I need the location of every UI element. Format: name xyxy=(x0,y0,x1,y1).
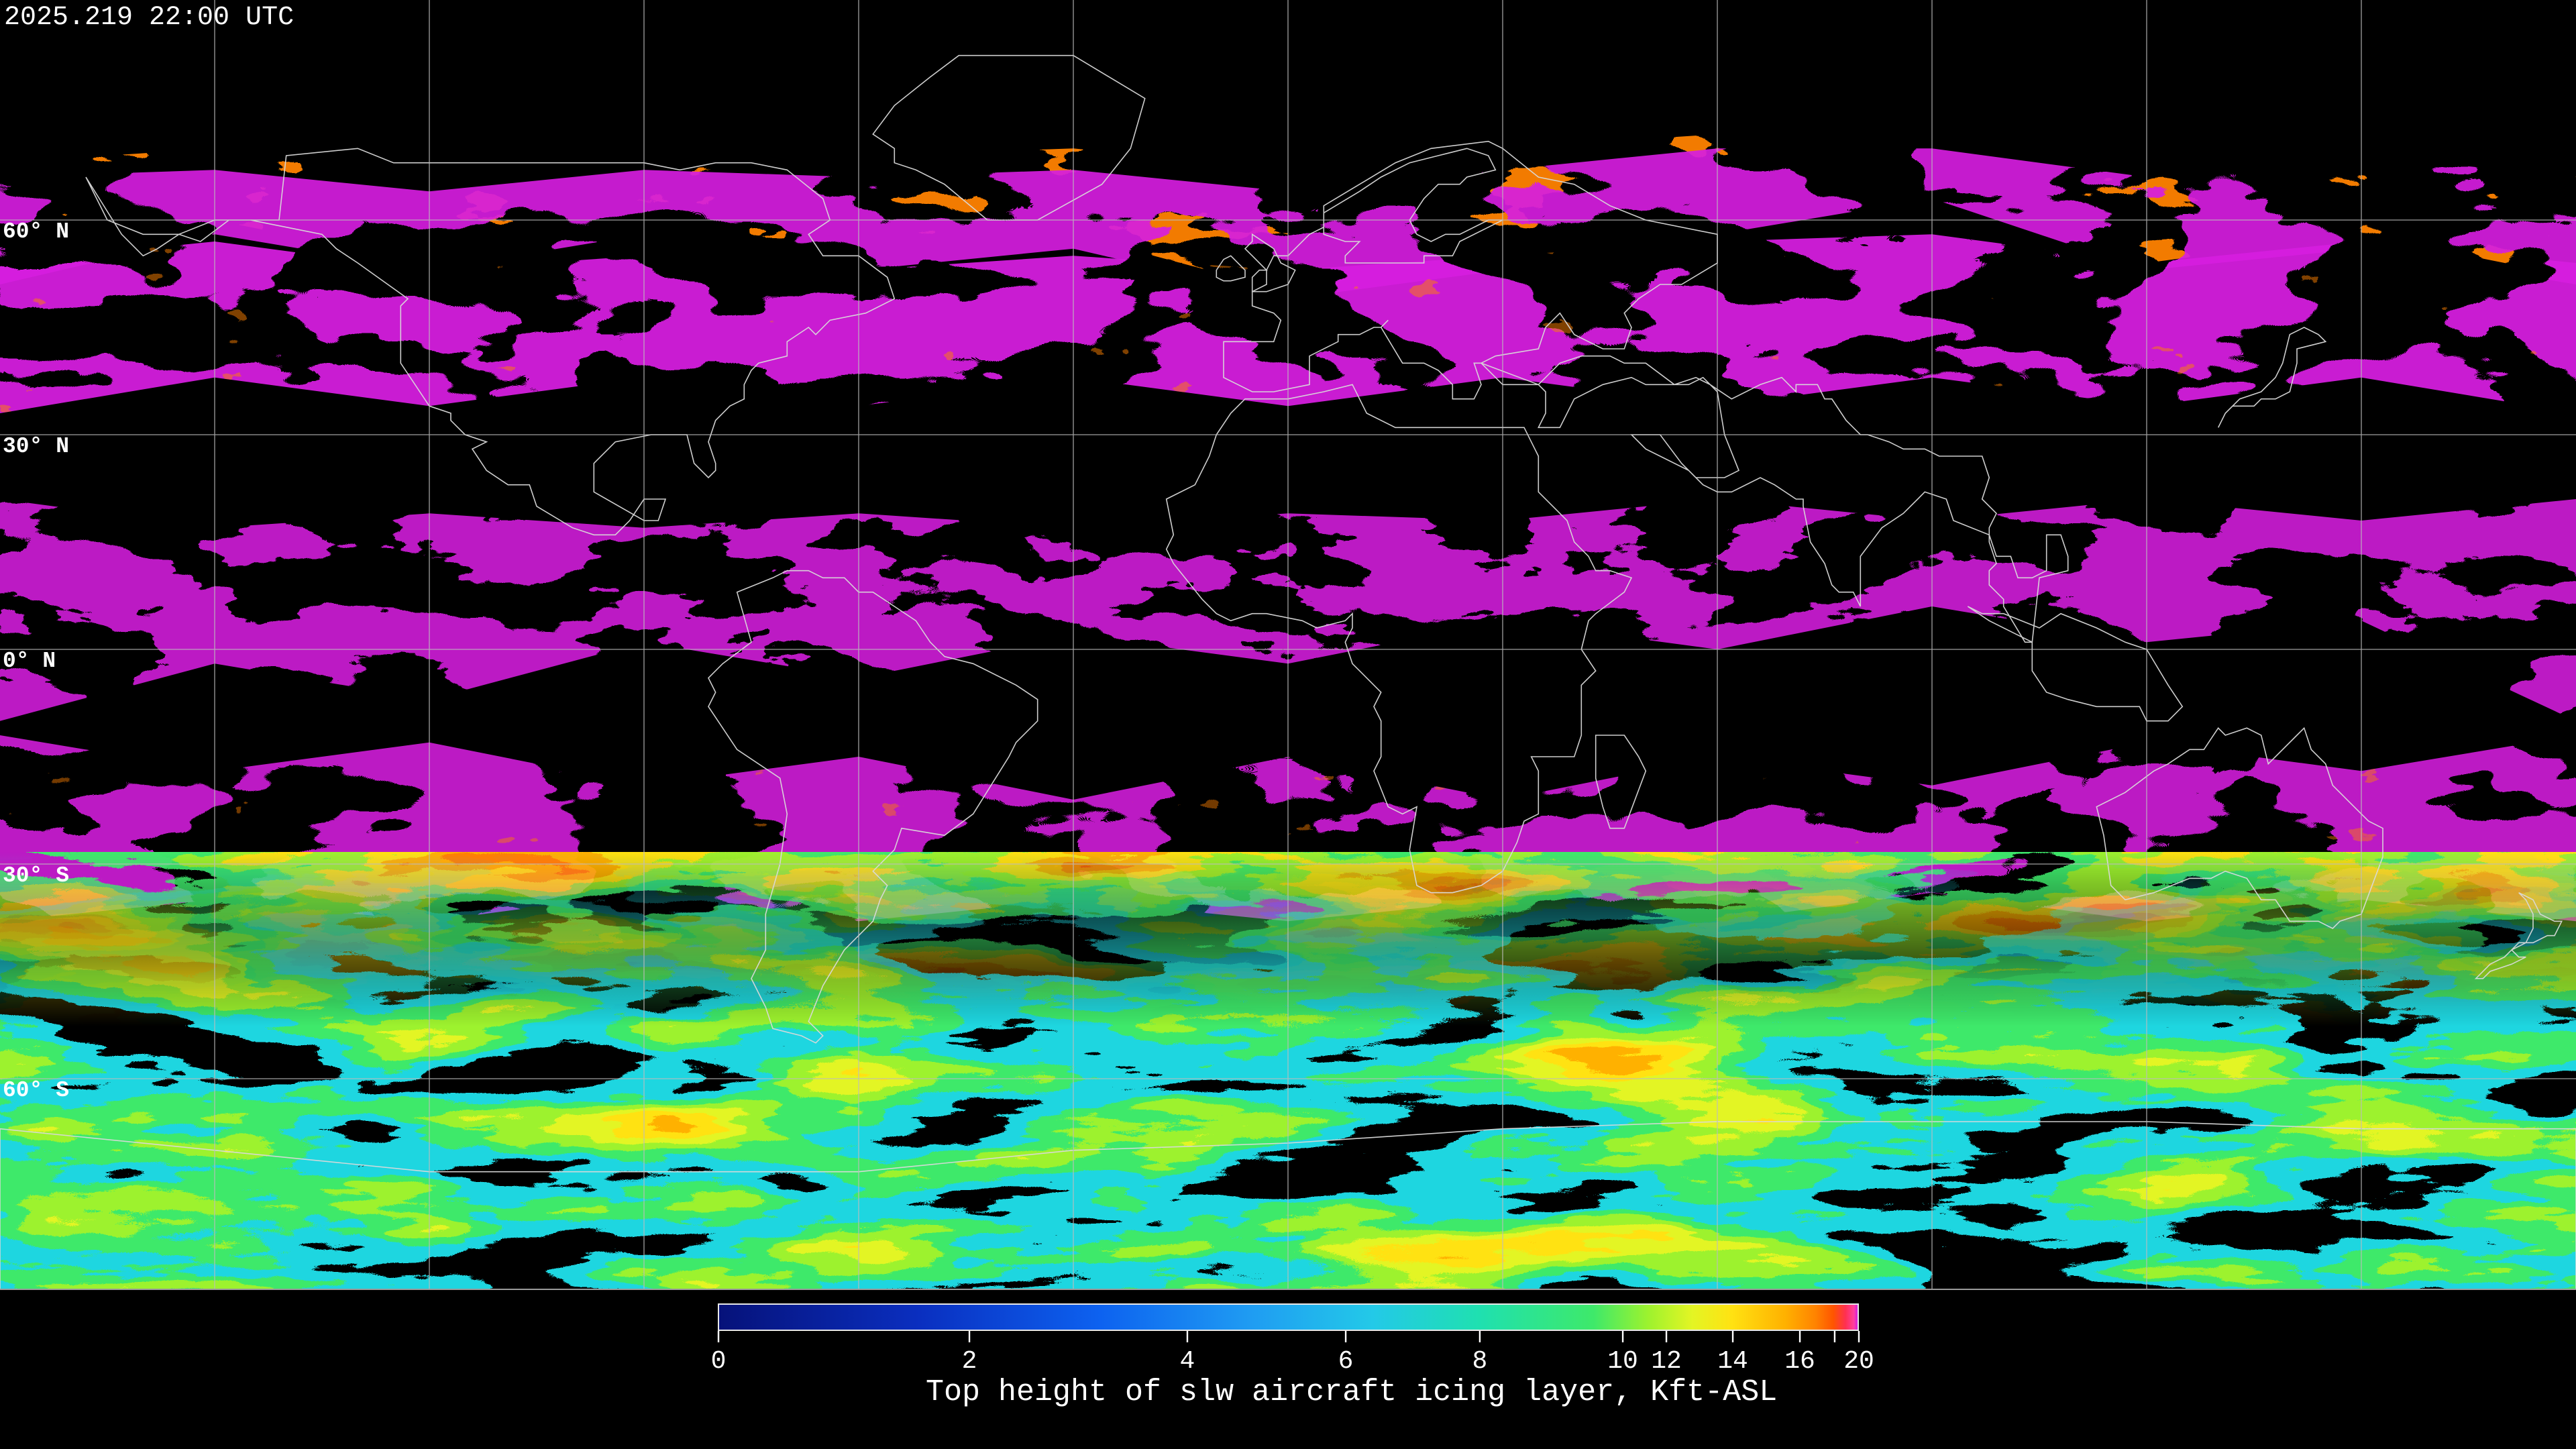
svg-text:16: 16 xyxy=(1784,1347,1815,1376)
svg-text:14: 14 xyxy=(1717,1347,1748,1376)
svg-text:0: 0 xyxy=(711,1347,727,1376)
svg-text:10: 10 xyxy=(1607,1347,1638,1376)
svg-text:12: 12 xyxy=(1651,1347,1682,1376)
svg-text:8: 8 xyxy=(1472,1347,1488,1376)
svg-text:20: 20 xyxy=(1843,1347,1874,1376)
svg-text:6: 6 xyxy=(1338,1347,1354,1376)
svg-text:2: 2 xyxy=(962,1347,977,1376)
svg-text:4: 4 xyxy=(1180,1347,1195,1376)
